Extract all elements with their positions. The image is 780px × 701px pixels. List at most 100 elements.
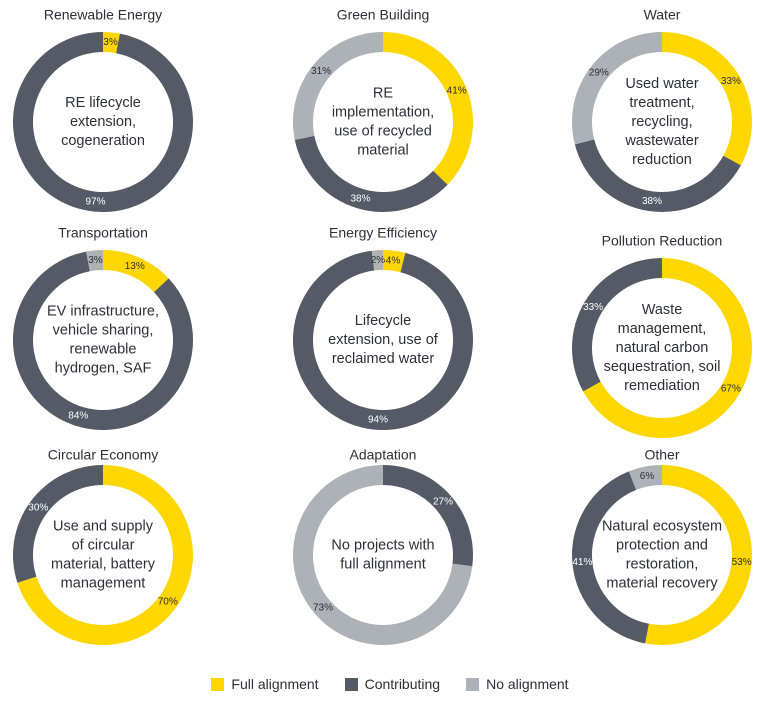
- slice-percent-label: 4%: [386, 255, 401, 266]
- center-description-line: RE lifecycle: [65, 95, 141, 111]
- center-description-line: Natural ecosystem: [602, 518, 722, 534]
- center-description-line: sequestration, soil: [604, 359, 721, 375]
- slice-percent-label: 38%: [350, 193, 370, 204]
- center-description-line: use of recycled: [334, 123, 432, 139]
- center-description-line: restoration,: [626, 556, 699, 572]
- legend-item-no-alignment: No alignment: [466, 676, 569, 692]
- donut-slice-contributing: [574, 139, 741, 213]
- legend-swatch-no-alignment: [466, 677, 480, 691]
- donut-slice-full: [103, 32, 120, 54]
- chart-title: Green Building: [337, 7, 430, 23]
- center-description-line: RE: [373, 85, 393, 101]
- donut-slice-none: [371, 250, 383, 271]
- legend-label: Full alignment: [231, 676, 319, 692]
- slice-percent-label: 13%: [125, 261, 145, 272]
- center-description-line: Use and supply: [53, 518, 154, 534]
- center-description-line: recycling,: [631, 114, 692, 130]
- donut-chart-transportation: Transportation 13% 84% 3% EV infrastructure,…: [13, 225, 194, 430]
- donut-slice-contributing: [572, 471, 649, 644]
- chart-title: Water: [644, 7, 681, 23]
- slice-percent-label: 84%: [68, 411, 88, 422]
- donut-chart-green-building: Green Building 41% 38% 31% RE implementation,…: [293, 7, 474, 213]
- center-description: Waste management, natural carbon sequestrat…: [604, 302, 721, 394]
- center-description-line: full alignment: [340, 556, 425, 572]
- slice-percent-label: 97%: [85, 196, 105, 207]
- center-description-line: Waste: [642, 302, 683, 318]
- chart-title: Energy Efficiency: [329, 225, 437, 241]
- center-description-line: implementation,: [332, 104, 434, 120]
- center-description-line: reduction: [632, 152, 692, 168]
- donut-chart-other: Other 53% 41% 6% Natural ecosystem protection…: [572, 447, 753, 645]
- slice-percent-label: 53%: [732, 557, 752, 568]
- center-description-line: management,: [618, 321, 707, 337]
- legend-label: No alignment: [486, 676, 569, 692]
- center-description-line: management: [61, 575, 146, 591]
- chart-title: Renewable Energy: [44, 7, 162, 23]
- center-description: Used water treatment, recycling, wastewater…: [624, 76, 699, 168]
- donut-chart-water: Water 33% 38% 29% Used water treatment, recycl…: [571, 7, 753, 213]
- center-description-line: natural carbon: [616, 340, 709, 356]
- slice-percent-label: 3%: [103, 37, 118, 48]
- center-description-line: extension, use of: [328, 332, 439, 348]
- chart-title: Adaptation: [350, 447, 417, 463]
- donut-slice-full: [383, 32, 474, 185]
- center-description: RE lifecycle extension, cogeneration: [61, 95, 145, 149]
- slice-percent-label: 38%: [642, 196, 662, 207]
- legend-item-contributing: Contributing: [344, 676, 441, 692]
- legend-swatch-contributing: [344, 677, 358, 691]
- slice-percent-label: 67%: [721, 383, 741, 394]
- slice-percent-label: 31%: [311, 66, 331, 77]
- center-description-line: material, battery: [51, 556, 156, 572]
- donut-slice-contributing: [572, 258, 662, 392]
- slice-percent-label: 3%: [88, 255, 103, 266]
- center-description: RE implementation, use of recycled material: [332, 85, 434, 158]
- center-description-line: remediation: [624, 378, 700, 394]
- center-description: Use and supply of circular material, batte…: [51, 518, 156, 591]
- donut-slice-none: [293, 32, 383, 140]
- donut-chart-renewable-energy: Renewable Energy 3% 97% RE lifecycle extensi…: [13, 7, 194, 212]
- chart-title: Transportation: [58, 225, 148, 241]
- chart-title: Circular Economy: [48, 447, 158, 463]
- slice-percent-label: 33%: [583, 302, 603, 313]
- donut-chart-adaptation: Adaptation 27% 73% No projects with full ali…: [292, 447, 473, 646]
- slice-percent-label: 6%: [640, 471, 655, 482]
- chart-title: Pollution Reduction: [602, 233, 723, 249]
- center-description-line: of circular: [72, 537, 135, 553]
- donut-chart-circular-economy: Circular Economy 70% 30% Use and supply of c…: [13, 447, 194, 646]
- center-description-line: material recovery: [606, 575, 718, 591]
- center-description: No projects with full alignment: [331, 537, 434, 572]
- center-description-line: treatment,: [629, 95, 694, 111]
- center-description: Natural ecosystem protection and restorati…: [602, 518, 722, 591]
- center-description-line: wastewater: [624, 133, 699, 149]
- donut-chart-energy-efficiency: Energy Efficiency 4% 94% 2% Lifecycle extensi…: [293, 225, 474, 431]
- legend: Full alignment Contributing No alignment: [0, 672, 780, 696]
- center-description-line: No projects with: [331, 537, 434, 553]
- center-description-line: EV infrastructure,: [47, 303, 159, 319]
- center-description-line: reclaimed water: [332, 351, 435, 367]
- center-description: EV infrastructure, vehicle sharing, renewa…: [47, 303, 159, 376]
- slice-percent-label: 27%: [433, 497, 453, 508]
- donut-slice-none: [628, 465, 662, 490]
- center-description-line: cogeneration: [61, 133, 145, 149]
- donut-slice-full: [103, 250, 169, 293]
- center-description-line: renewable: [70, 341, 137, 357]
- donut-slice-contributing: [13, 465, 103, 583]
- slice-percent-label: 29%: [589, 68, 609, 79]
- donut-slice-none: [571, 32, 662, 145]
- slice-percent-label: 41%: [572, 557, 592, 568]
- center-description-line: Used water: [625, 76, 699, 92]
- legend-label: Contributing: [364, 676, 441, 692]
- center-description-line: vehicle sharing,: [53, 322, 154, 338]
- legend-swatch-full-alignment: [211, 677, 225, 691]
- donut-chart-pollution-reduction: Pollution Reduction 67% 33% Waste management…: [572, 233, 753, 439]
- slice-percent-label: 73%: [313, 603, 333, 614]
- chart-title: Other: [644, 447, 679, 463]
- donut-slice-full: [383, 250, 406, 273]
- slice-percent-label: 70%: [158, 597, 178, 608]
- center-description: Lifecycle extension, use of reclaimed wate…: [328, 313, 439, 367]
- slice-percent-label: 41%: [447, 85, 467, 96]
- center-description-line: hydrogen, SAF: [55, 360, 152, 376]
- donut-slice-contributing: [383, 465, 473, 567]
